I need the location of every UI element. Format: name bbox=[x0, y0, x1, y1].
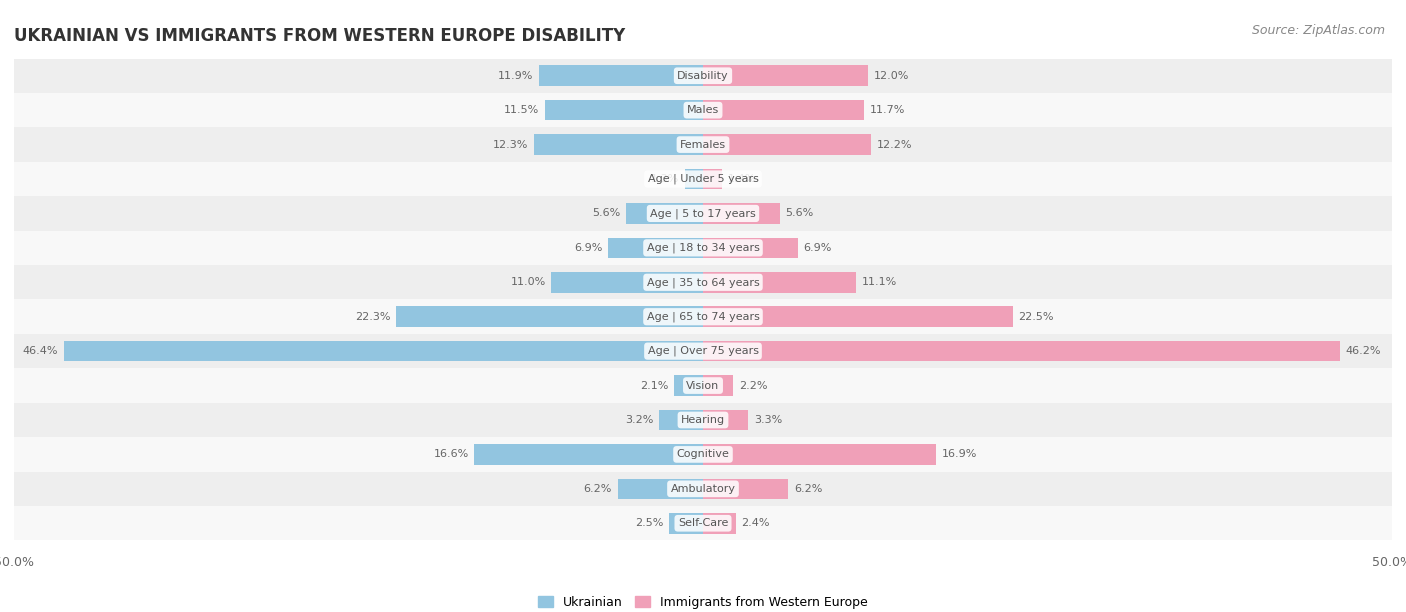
Bar bbox=[703, 134, 872, 155]
Bar bbox=[703, 237, 799, 258]
Text: Disability: Disability bbox=[678, 71, 728, 81]
Text: 6.9%: 6.9% bbox=[574, 243, 602, 253]
Bar bbox=[617, 479, 703, 499]
Bar bbox=[14, 59, 1392, 93]
Text: 5.6%: 5.6% bbox=[786, 209, 814, 218]
Text: 12.3%: 12.3% bbox=[492, 140, 529, 149]
Bar bbox=[703, 409, 748, 430]
Text: 22.3%: 22.3% bbox=[354, 312, 391, 322]
Text: 6.2%: 6.2% bbox=[794, 484, 823, 494]
Text: Age | 65 to 74 years: Age | 65 to 74 years bbox=[647, 312, 759, 322]
Bar bbox=[551, 272, 703, 293]
Bar bbox=[703, 375, 734, 396]
Text: Hearing: Hearing bbox=[681, 415, 725, 425]
Bar bbox=[14, 334, 1392, 368]
Text: Source: ZipAtlas.com: Source: ZipAtlas.com bbox=[1251, 24, 1385, 37]
Text: Females: Females bbox=[681, 140, 725, 149]
Bar bbox=[703, 100, 865, 121]
Text: 1.4%: 1.4% bbox=[728, 174, 756, 184]
Text: Ambulatory: Ambulatory bbox=[671, 484, 735, 494]
Text: 3.3%: 3.3% bbox=[754, 415, 782, 425]
Text: Age | Over 75 years: Age | Over 75 years bbox=[648, 346, 758, 356]
Text: 2.4%: 2.4% bbox=[741, 518, 770, 528]
Bar bbox=[14, 403, 1392, 437]
Bar bbox=[14, 231, 1392, 265]
Bar bbox=[14, 437, 1392, 472]
Bar bbox=[14, 506, 1392, 540]
Text: Self-Care: Self-Care bbox=[678, 518, 728, 528]
Bar bbox=[703, 341, 1340, 362]
Text: 22.5%: 22.5% bbox=[1018, 312, 1054, 322]
Bar bbox=[703, 444, 936, 465]
Bar bbox=[703, 169, 723, 189]
Bar bbox=[607, 237, 703, 258]
Text: 3.2%: 3.2% bbox=[626, 415, 654, 425]
Bar bbox=[544, 100, 703, 121]
Text: 16.6%: 16.6% bbox=[433, 449, 468, 460]
Bar bbox=[14, 93, 1392, 127]
Text: Age | 35 to 64 years: Age | 35 to 64 years bbox=[647, 277, 759, 288]
Text: 1.3%: 1.3% bbox=[651, 174, 679, 184]
Legend: Ukrainian, Immigrants from Western Europe: Ukrainian, Immigrants from Western Europ… bbox=[533, 591, 873, 612]
Text: 11.7%: 11.7% bbox=[870, 105, 905, 115]
Text: Age | Under 5 years: Age | Under 5 years bbox=[648, 174, 758, 184]
Bar bbox=[703, 307, 1012, 327]
Bar bbox=[63, 341, 703, 362]
Bar bbox=[703, 513, 737, 534]
Text: 12.2%: 12.2% bbox=[876, 140, 912, 149]
Bar bbox=[533, 134, 703, 155]
Text: 6.2%: 6.2% bbox=[583, 484, 612, 494]
Bar bbox=[14, 265, 1392, 299]
Text: 6.9%: 6.9% bbox=[804, 243, 832, 253]
Bar bbox=[14, 196, 1392, 231]
Text: Age | 18 to 34 years: Age | 18 to 34 years bbox=[647, 242, 759, 253]
Text: 2.1%: 2.1% bbox=[640, 381, 669, 390]
Text: 11.5%: 11.5% bbox=[503, 105, 538, 115]
Bar bbox=[659, 409, 703, 430]
Text: 2.2%: 2.2% bbox=[738, 381, 768, 390]
Text: Males: Males bbox=[688, 105, 718, 115]
Text: 2.5%: 2.5% bbox=[634, 518, 664, 528]
Text: Vision: Vision bbox=[686, 381, 720, 390]
Bar bbox=[703, 65, 869, 86]
Text: 16.9%: 16.9% bbox=[942, 449, 977, 460]
Text: 12.0%: 12.0% bbox=[875, 71, 910, 81]
Bar bbox=[14, 368, 1392, 403]
Bar bbox=[669, 513, 703, 534]
Bar bbox=[626, 203, 703, 224]
Text: 11.0%: 11.0% bbox=[510, 277, 546, 287]
Bar bbox=[395, 307, 703, 327]
Text: Age | 5 to 17 years: Age | 5 to 17 years bbox=[650, 208, 756, 218]
Text: 46.2%: 46.2% bbox=[1346, 346, 1381, 356]
Bar bbox=[703, 272, 856, 293]
Bar bbox=[538, 65, 703, 86]
Bar bbox=[14, 472, 1392, 506]
Bar bbox=[703, 203, 780, 224]
Text: 46.4%: 46.4% bbox=[22, 346, 58, 356]
Bar bbox=[14, 127, 1392, 162]
Bar bbox=[14, 299, 1392, 334]
Text: 11.9%: 11.9% bbox=[498, 71, 533, 81]
Bar bbox=[474, 444, 703, 465]
Text: UKRAINIAN VS IMMIGRANTS FROM WESTERN EUROPE DISABILITY: UKRAINIAN VS IMMIGRANTS FROM WESTERN EUR… bbox=[14, 27, 626, 45]
Text: 5.6%: 5.6% bbox=[592, 209, 620, 218]
Text: 11.1%: 11.1% bbox=[862, 277, 897, 287]
Text: Cognitive: Cognitive bbox=[676, 449, 730, 460]
Bar bbox=[673, 375, 703, 396]
Bar bbox=[685, 169, 703, 189]
Bar bbox=[703, 479, 789, 499]
Bar bbox=[14, 162, 1392, 196]
